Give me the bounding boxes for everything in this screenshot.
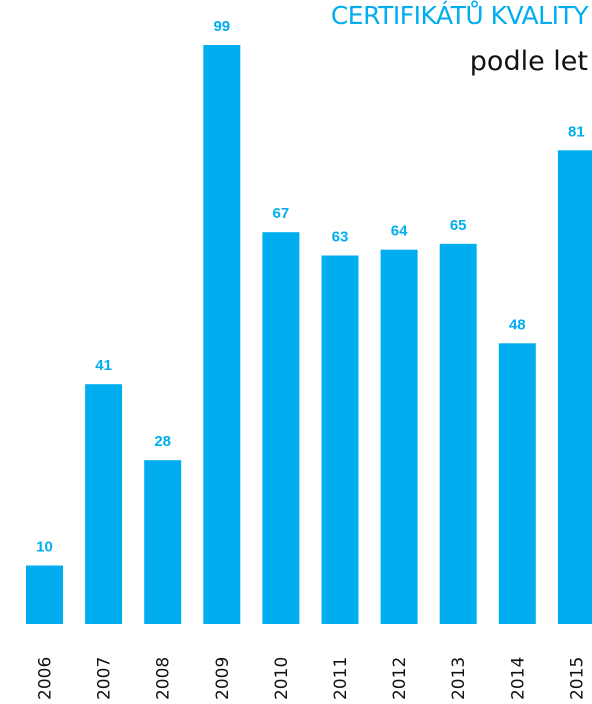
bar-2009 <box>203 45 241 624</box>
data-label-2012: 64 <box>391 223 408 240</box>
bar-2011 <box>321 255 359 624</box>
data-label-2015: 81 <box>568 123 585 140</box>
bar-2014 <box>498 343 536 624</box>
data-label-2007: 41 <box>95 357 112 374</box>
data-label-2006: 10 <box>36 539 53 556</box>
bar-2013 <box>439 243 477 625</box>
chart-title-line2: podle let <box>469 46 588 77</box>
x-tick-label-2014: 2014 <box>508 657 528 700</box>
bar-2007 <box>85 384 123 624</box>
x-tick-label-2008: 2008 <box>154 657 174 700</box>
bar-2006 <box>26 565 63 624</box>
chart-title-line1: CERTIFIKÁTŮ KVALITY <box>330 1 589 30</box>
x-tick-label-2009: 2009 <box>213 657 233 700</box>
data-label-2013: 65 <box>450 217 467 234</box>
x-tick-label-2012: 2012 <box>390 657 410 700</box>
bar-2012 <box>380 249 418 624</box>
x-tick-label-2010: 2010 <box>272 657 292 700</box>
x-tick-label-2015: 2015 <box>567 657 587 700</box>
data-label-2011: 63 <box>332 229 349 246</box>
data-label-2010: 67 <box>273 205 290 222</box>
data-label-2009: 99 <box>213 18 230 35</box>
x-tick-label-2007: 2007 <box>95 657 115 700</box>
x-tick-label-2013: 2013 <box>449 657 469 700</box>
bar-2008 <box>144 460 182 624</box>
data-label-2008: 28 <box>154 433 171 450</box>
data-label-2014: 48 <box>509 316 526 333</box>
x-tick-label-2011: 2011 <box>331 657 351 700</box>
bar-2010 <box>262 232 300 624</box>
bar-2015 <box>557 150 592 625</box>
x-tick-label-2006: 2006 <box>36 657 56 700</box>
